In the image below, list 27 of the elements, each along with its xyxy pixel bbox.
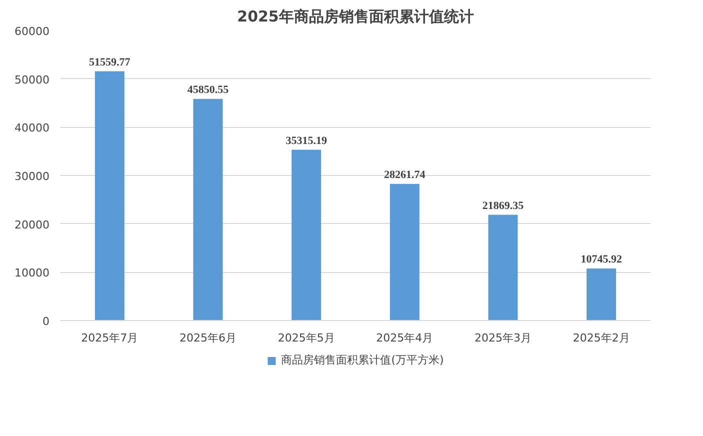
y-tick-label: 30000 xyxy=(14,170,50,183)
y-tick-label: 60000 xyxy=(14,25,50,38)
bar xyxy=(94,71,124,320)
x-tick-label: 2025年3月 xyxy=(474,332,532,344)
y-tick-label: 50000 xyxy=(14,73,50,86)
y-tick-label: 20000 xyxy=(14,218,50,232)
bar xyxy=(292,150,322,320)
chart-title: 2025年商品房销售面积累计值统计 xyxy=(237,8,474,26)
data-label: 21869.35 xyxy=(482,200,524,212)
x-tick-label: 2025年4月 xyxy=(376,332,434,344)
bar xyxy=(586,268,616,320)
data-label: 28261.74 xyxy=(384,168,426,181)
x-tick-label: 2025年5月 xyxy=(278,332,335,344)
data-label: 35315.19 xyxy=(286,134,328,147)
data-label: 10745.92 xyxy=(580,254,622,266)
y-tick-label: 40000 xyxy=(14,122,50,135)
y-tick-label: 0 xyxy=(42,315,50,328)
bar xyxy=(390,184,420,320)
bar xyxy=(488,214,518,320)
legend-label: 商品房销售面积累计值(万平方米) xyxy=(281,352,444,368)
data-label: 51559.77 xyxy=(89,56,131,68)
x-tick-label: 2025年2月 xyxy=(572,332,630,344)
bar xyxy=(193,98,223,320)
y-tick-label: 10000 xyxy=(14,266,50,280)
x-tick-label: 2025年6月 xyxy=(180,332,237,344)
x-tick-label: 2025年7月 xyxy=(81,332,138,344)
data-label: 45850.55 xyxy=(187,84,230,96)
